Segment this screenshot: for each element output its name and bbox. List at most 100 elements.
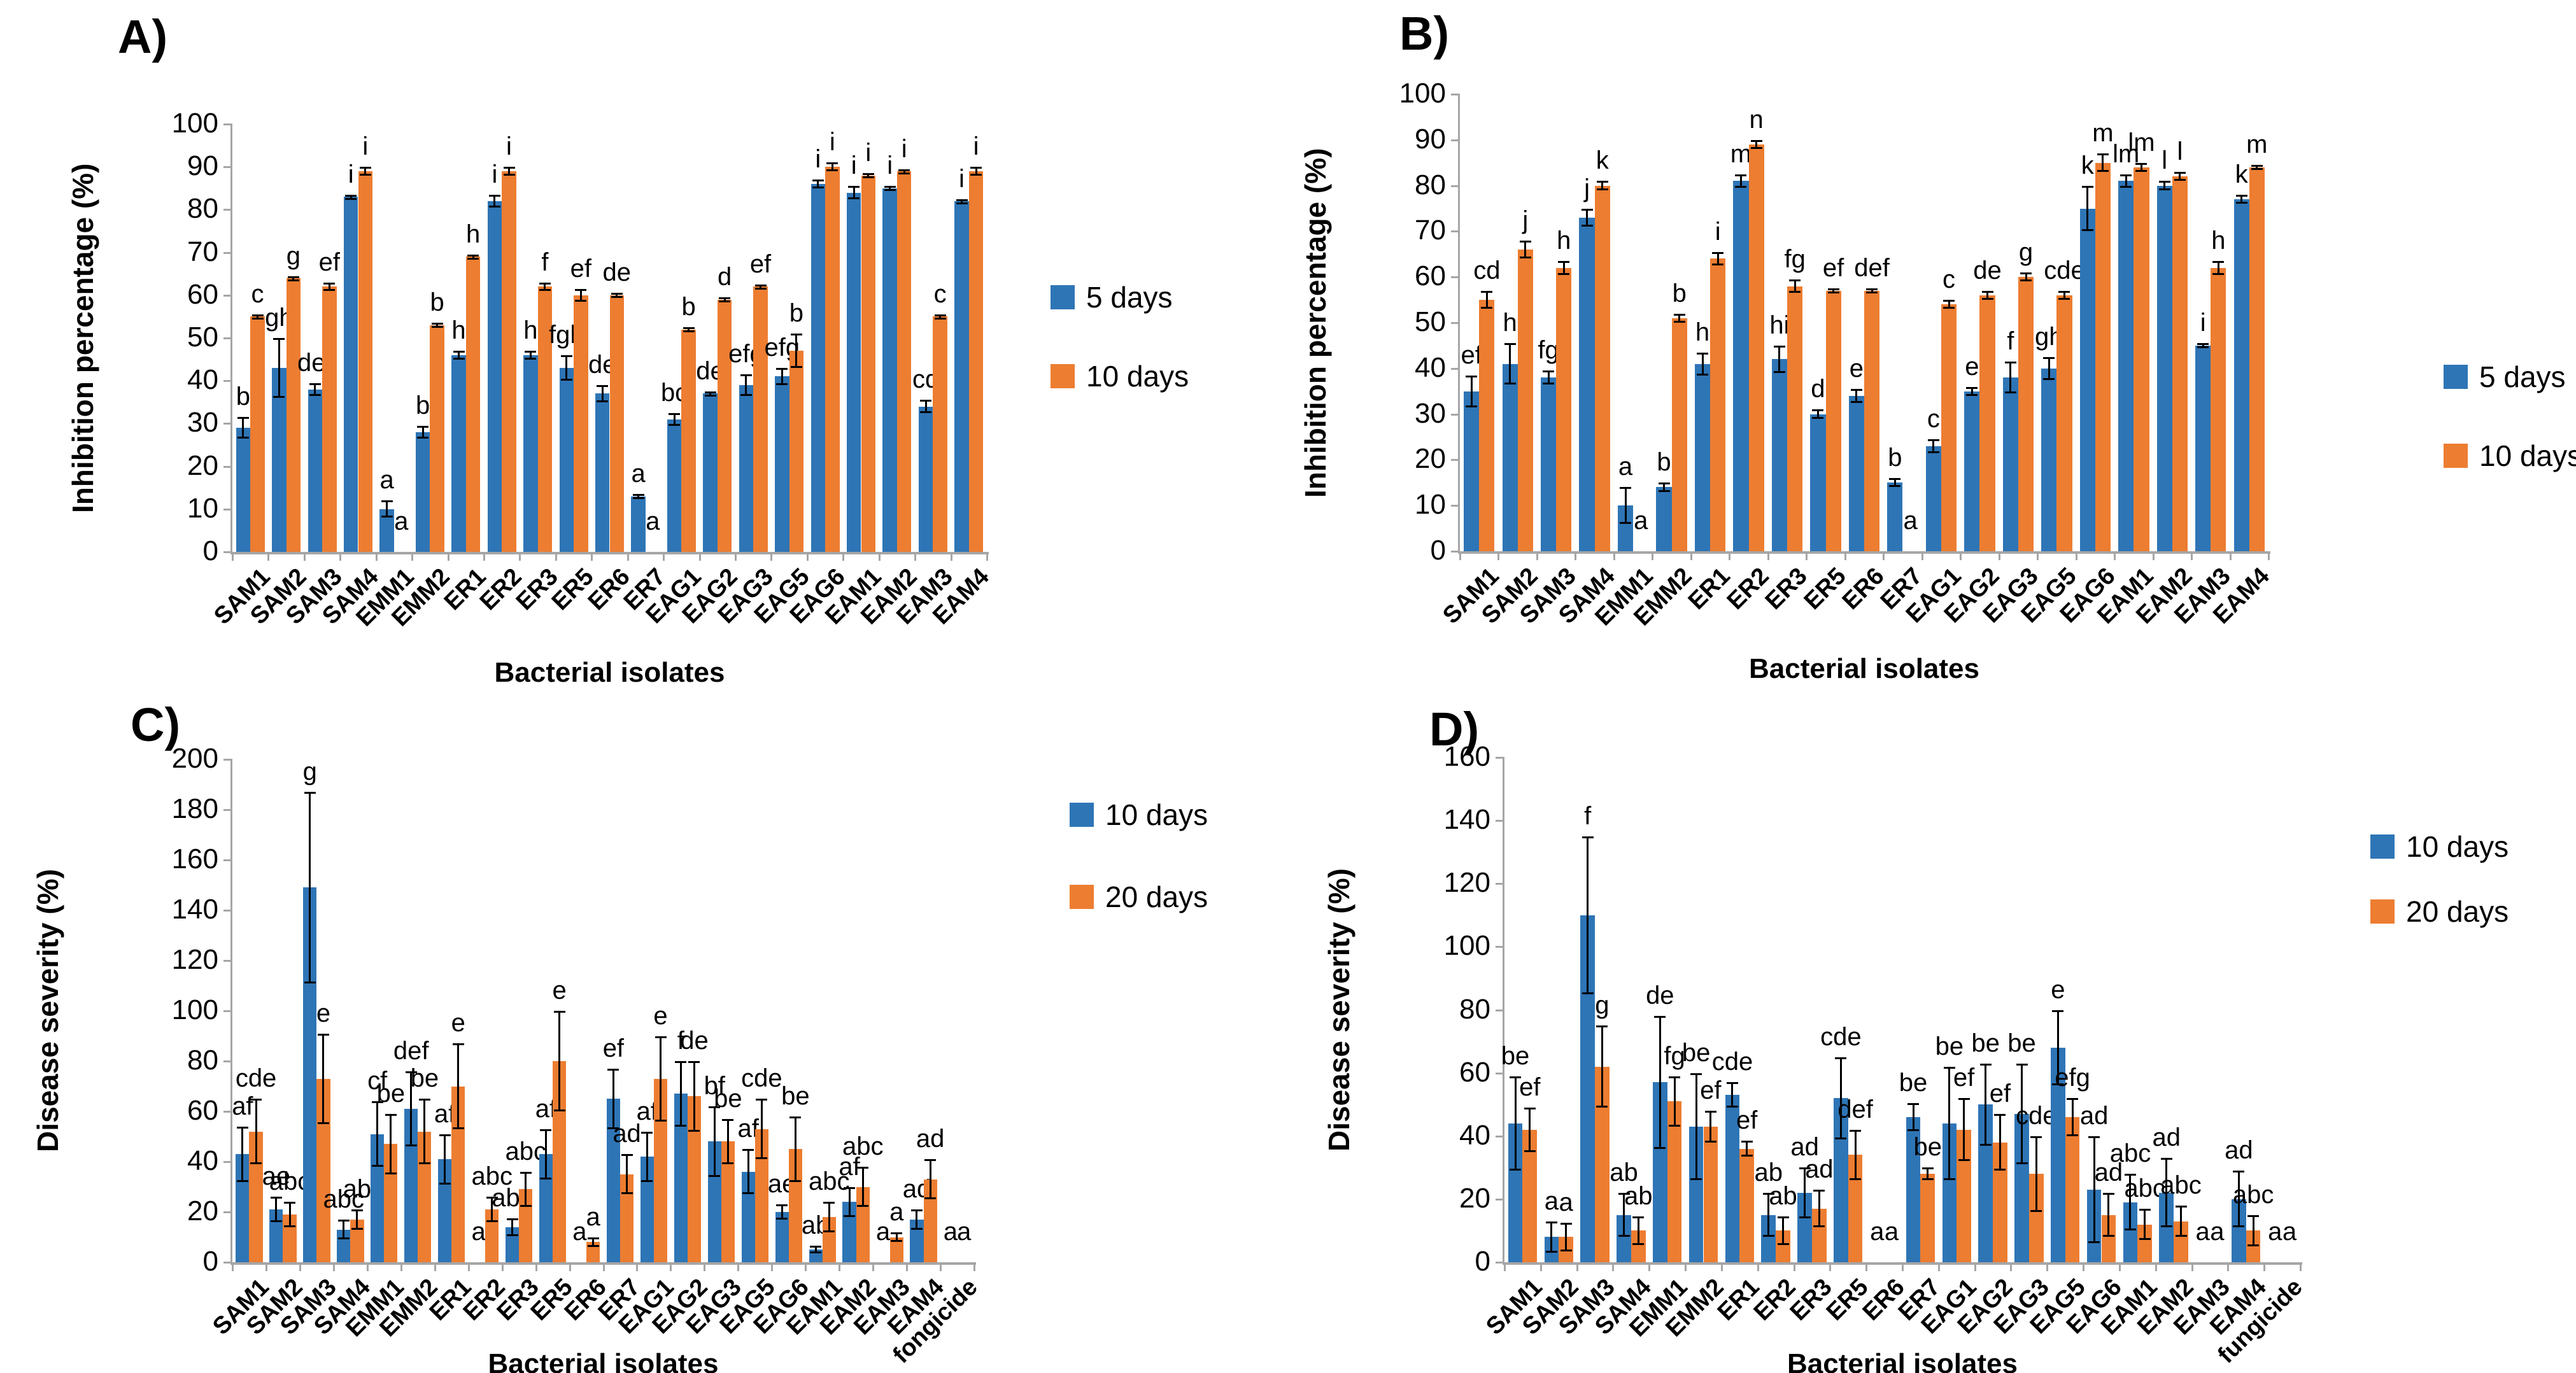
sig-letter: abc xyxy=(2109,1139,2151,1168)
sig-letter: ad xyxy=(916,1125,945,1153)
y-tick-label: 120 xyxy=(1443,867,1490,899)
error-bar xyxy=(891,1232,903,1243)
sig-letter: af xyxy=(232,1092,253,1120)
bar-5-days-EAM1 xyxy=(2118,181,2134,551)
error-bar-line xyxy=(1932,441,1935,451)
sig-letter: ef xyxy=(570,254,592,283)
error-bar-line xyxy=(2025,274,2027,280)
legend-swatch xyxy=(2444,365,2468,389)
error-bar xyxy=(709,1106,721,1177)
error-bar-line xyxy=(828,1204,830,1230)
error-bar xyxy=(1654,1016,1666,1149)
bar-5-days-EAM1 xyxy=(846,192,861,552)
y-tick-mark xyxy=(223,1010,232,1012)
error-bar-line xyxy=(1659,1018,1661,1147)
sig-letter: e xyxy=(451,1009,465,1038)
sig-letter: k xyxy=(2081,151,2094,180)
error-bar-line xyxy=(1565,1225,1568,1250)
bar-10-days-ER3 xyxy=(1787,286,1803,551)
bar-10-days-EAG3 xyxy=(2018,277,2034,551)
sig-letter: ab xyxy=(343,1175,372,1204)
y-tick-label: 80 xyxy=(187,193,218,225)
sig-letter: be xyxy=(1971,1029,2000,1057)
error-bar-line xyxy=(579,290,582,300)
error-bar xyxy=(439,1134,451,1185)
error-bar xyxy=(345,194,357,200)
error-bar-line xyxy=(1855,391,1858,401)
error-bar-line xyxy=(529,353,532,358)
bar-10-days-EMM1 xyxy=(1652,1082,1667,1262)
error-bar-line xyxy=(713,1108,716,1175)
sig-letter: de xyxy=(1973,256,2002,285)
sig-letter: b xyxy=(1672,279,1687,307)
error-bar-line xyxy=(693,1063,695,1130)
sig-letter: cde xyxy=(2044,256,2085,285)
y-tick-mark xyxy=(1496,1198,1504,1200)
bar-10-days-ER6 xyxy=(609,295,625,552)
error-bar xyxy=(688,1061,700,1132)
error-bar-line xyxy=(889,188,891,190)
sig-letter: a xyxy=(2282,1218,2297,1246)
error-bar-line xyxy=(472,256,474,258)
bar-20-days-SAM1 xyxy=(1522,1129,1538,1262)
y-tick-mark xyxy=(223,380,232,383)
y-tick-label: 60 xyxy=(187,1095,218,1126)
error-bar-line xyxy=(2165,1160,2168,1226)
y-tick-label: 10 xyxy=(187,492,218,524)
error-bar xyxy=(611,293,623,299)
error-bar xyxy=(1966,386,1978,396)
error-bar-line xyxy=(1871,290,1873,292)
error-bar-line xyxy=(2202,345,2204,347)
bar-10-days-EAG1 xyxy=(1942,1123,1957,1262)
sig-letter: g xyxy=(2018,238,2034,267)
sig-letter: a xyxy=(889,1197,904,1226)
error-bar xyxy=(756,1099,768,1160)
error-bar-line xyxy=(356,1211,358,1228)
legend-swatch xyxy=(1051,364,1075,388)
error-bar xyxy=(1943,300,1955,309)
error-bar xyxy=(1981,290,1993,300)
legend-entry-10-days: 10 days xyxy=(2444,439,2576,473)
error-bar xyxy=(2247,1215,2260,1247)
sig-letter: a xyxy=(631,460,646,488)
error-bar xyxy=(1560,1223,1572,1251)
bar-20-days-SAM3 xyxy=(316,1078,330,1262)
sig-letter: c xyxy=(1927,405,1940,433)
error-bar xyxy=(418,1099,430,1164)
x-tick-mark xyxy=(400,1262,402,1271)
error-bar-line xyxy=(2163,183,2166,188)
sig-letter: ad xyxy=(1805,1155,1834,1183)
x-axis-title: Bacterial isolates xyxy=(488,1348,719,1373)
error-bar-line xyxy=(1818,1192,1820,1226)
error-bar-line xyxy=(1550,1223,1553,1251)
x-tick-mark xyxy=(842,552,845,561)
sig-letter: af xyxy=(737,1115,759,1143)
sig-letter: n xyxy=(1749,105,1764,134)
error-bar-line xyxy=(314,384,316,394)
error-bar xyxy=(1799,1167,1811,1218)
error-bar-line xyxy=(781,370,783,383)
x-tick-mark xyxy=(267,552,270,561)
error-bar xyxy=(2175,1205,2187,1237)
error-bar-line xyxy=(1948,1068,1951,1179)
error-bar xyxy=(722,1118,734,1164)
error-bar xyxy=(1726,1082,1738,1108)
y-tick-mark xyxy=(223,910,232,912)
y-tick-mark xyxy=(223,1211,232,1213)
sig-letter: ef xyxy=(1736,1106,1758,1135)
sig-letter: lm xyxy=(2128,128,2155,157)
sig-letter: a xyxy=(875,1218,891,1246)
sig-letter: m xyxy=(2092,119,2114,148)
error-bar xyxy=(1519,240,1531,259)
sig-letter: g xyxy=(1595,991,1610,1020)
panel-A: A) Inhibition percentage (%) Bacterial i… xyxy=(0,0,1288,688)
bar-5-days-SAM1 xyxy=(236,428,251,552)
bar-5-days-EMM1 xyxy=(379,509,394,552)
y-tick-mark xyxy=(1496,1009,1504,1011)
error-bar-line xyxy=(493,196,496,206)
sig-letter: i xyxy=(865,139,872,167)
error-bar xyxy=(1850,1129,1862,1181)
bar-5-days-EAG1 xyxy=(1925,446,1941,551)
error-bar xyxy=(1596,1025,1608,1108)
error-bar-line xyxy=(350,196,352,198)
